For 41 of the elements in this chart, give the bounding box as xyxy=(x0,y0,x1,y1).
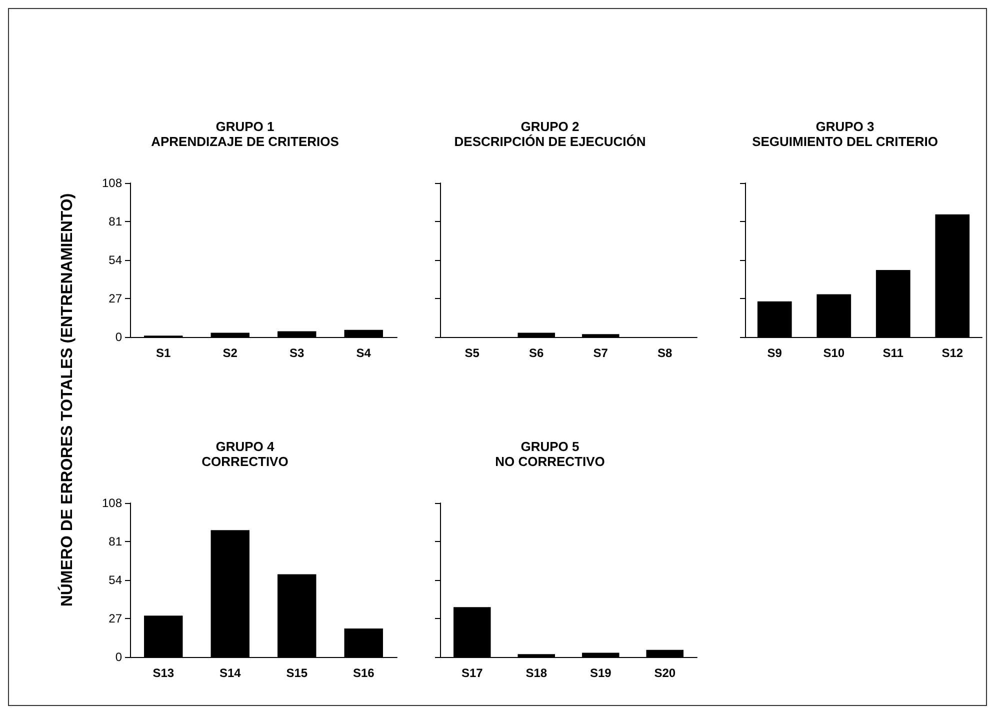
x-tick-label: S20 xyxy=(654,666,676,680)
x-tick-label: S6 xyxy=(529,346,544,360)
chart-subtitle: APRENDIZAJE DE CRITERIOS xyxy=(151,134,340,149)
y-tick-label: 27 xyxy=(108,612,122,626)
y-tick-label: 108 xyxy=(102,176,122,190)
y-tick-label: 54 xyxy=(108,573,122,587)
x-tick-label: S3 xyxy=(290,346,305,360)
chart-title: GRUPO 2 xyxy=(520,119,580,134)
y-tick-label: 54 xyxy=(108,253,122,267)
x-tick-label: S8 xyxy=(658,346,673,360)
x-tick-label: S16 xyxy=(352,666,375,680)
chart-subtitle: SEGUIMIENTO DEL CRITERIO xyxy=(752,134,938,149)
chart-subtitle: DESCRIPCIÓN DE EJECUCIÓN xyxy=(454,134,646,149)
chart-subtitle: NO CORRECTIVO xyxy=(495,454,605,469)
y-tick-label: 81 xyxy=(108,534,122,548)
chart-title: GRUPO 3 xyxy=(816,119,874,134)
x-tick-label: S13 xyxy=(152,666,174,680)
x-tick-label: S4 xyxy=(356,346,372,360)
chart-subtitle: CORRECTIVO xyxy=(202,454,288,469)
chart-title: GRUPO 5 xyxy=(520,439,580,454)
x-tick-label: S5 xyxy=(464,346,480,360)
x-tick-label: S15 xyxy=(286,666,308,680)
chart-title: GRUPO 4 xyxy=(216,439,276,454)
x-tick-label: S2 xyxy=(222,346,238,360)
y-tick-label: 0 xyxy=(115,650,122,664)
x-tick-label: S7 xyxy=(593,346,608,360)
x-tick-label: S19 xyxy=(590,666,612,680)
x-tick-label: S9 xyxy=(767,346,782,360)
x-tick-label: S11 xyxy=(882,346,904,360)
y-axis-title: NÚMERO DE ERRORES TOTALES (ENTRENAMIENTO) xyxy=(59,193,77,607)
y-tick-label: 27 xyxy=(108,292,122,306)
x-tick-label: S18 xyxy=(526,666,548,680)
chart-title: GRUPO 1 xyxy=(216,119,274,134)
x-tick-label: S10 xyxy=(823,346,845,360)
x-tick-label: S1 xyxy=(156,346,172,360)
y-tick-label: 81 xyxy=(108,214,122,228)
x-tick-label: S17 xyxy=(461,666,484,680)
y-tick-label: 108 xyxy=(102,496,122,510)
y-tick-label: 0 xyxy=(115,330,122,344)
x-tick-label: S12 xyxy=(942,346,964,360)
x-tick-label: S14 xyxy=(219,666,242,680)
